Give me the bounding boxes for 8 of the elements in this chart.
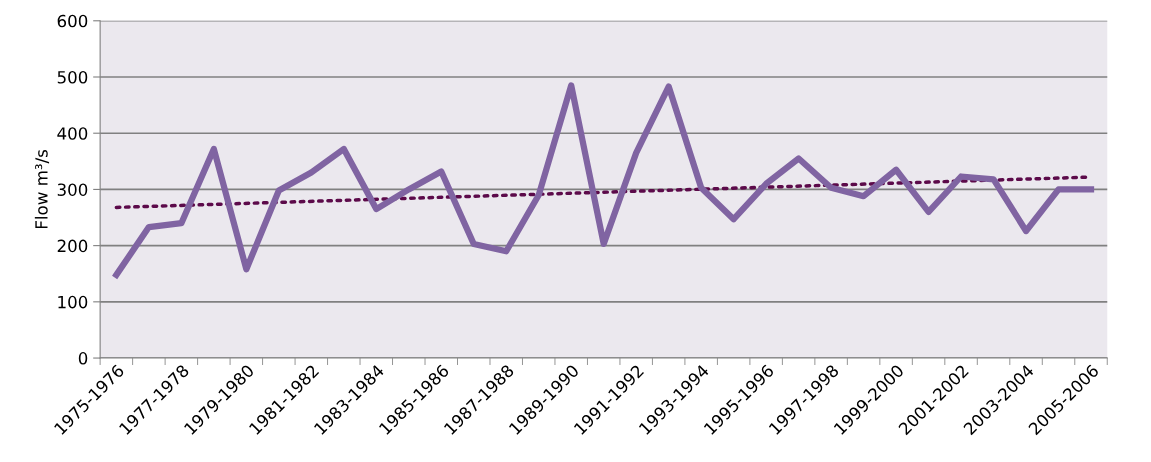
y-tick-label: 500 (57, 70, 88, 84)
y-tick-label: 400 (57, 127, 88, 140)
y-tick-label: 600 (57, 14, 88, 28)
y-tick-label: 100 (58, 295, 88, 309)
y-tick-label: 0 (78, 352, 88, 365)
y-axis-title: Flow m³/s (34, 149, 50, 229)
y-tick-label: 300 (57, 183, 88, 196)
y-tick-label: 200 (57, 239, 88, 253)
